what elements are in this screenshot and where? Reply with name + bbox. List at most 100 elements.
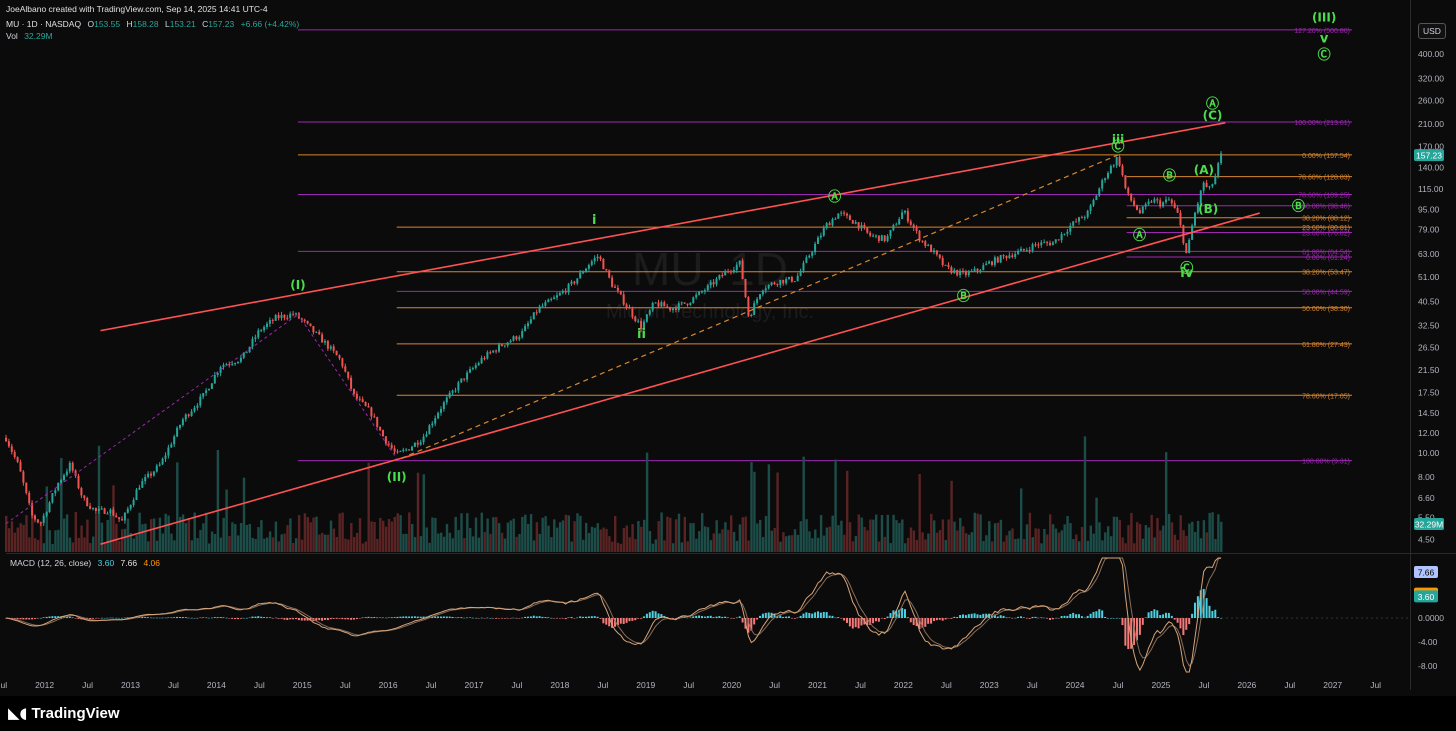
macd-histogram-bar [521,617,524,619]
candle-body [329,346,332,349]
wave-label: Ⓑ [1292,199,1305,215]
macd-histogram-bar [912,618,915,626]
macd-histogram-bar [416,616,419,618]
macd-histogram-bar [692,616,695,618]
time-axis-label: 2027 [1323,680,1342,690]
macd-histogram-bar [19,618,22,620]
candle-body [437,412,440,419]
volume-bar [10,521,14,552]
candle-body [1208,186,1211,188]
candle-body [677,303,680,311]
volume-bar [1086,540,1090,552]
tradingview-logo[interactable]: ◣◖ TradingView [8,704,120,722]
fib-level-label: 50.00% (44.59) [1302,289,1350,296]
candle-body [1193,212,1196,226]
currency-button[interactable]: USD [1418,23,1446,39]
volume-bar [396,513,399,552]
macd-histogram-bar [732,618,735,619]
candle-body [869,232,872,236]
macd-histogram-bar [625,618,628,623]
symbol-header[interactable]: MU · 1D · NASDAQ O153.55 H158.28 L153.21… [6,19,303,29]
macd-histogram-bar [231,618,234,619]
candle-body [773,282,776,285]
macd-histogram-bar [120,617,123,619]
volume-bar [561,520,565,552]
volume-header[interactable]: Vol 32.29M [6,31,57,41]
macd-histogram-bar [895,610,898,618]
macd-histogram-bar [999,615,1002,618]
candle-body [935,250,938,255]
macd-histogram-bar [396,616,399,618]
candle-body [1173,203,1176,208]
wave-label: (A) [1194,163,1214,177]
volume-bar [576,513,579,552]
price-axis-label: 140.00 [1418,163,1444,173]
volume-bar [181,514,185,552]
macd-histogram-bar [901,608,904,618]
volume-bar [660,512,663,552]
volume-bar [895,520,898,552]
macd-histogram-bar [442,616,445,618]
candle-body [553,297,556,300]
candle-body [33,515,36,520]
volume-bar [451,538,454,552]
volume-bar [379,517,382,552]
candle-body [10,446,13,452]
volume-bar [967,534,971,552]
volume-bar [210,531,214,552]
macd-histogram-bar [1138,618,1141,635]
time-axis-label: Jul [1113,680,1124,690]
macd-header[interactable]: MACD (12, 26, close) 3.60 7.66 4.06 [10,558,164,568]
volume-bar [1124,543,1127,552]
macd-histogram-bar [323,618,326,620]
volume-bar [1220,521,1223,552]
candle-body [924,241,927,246]
macd-histogram-bar [94,618,97,619]
candle-body [735,264,738,270]
candle-body [558,293,561,296]
candle-body [97,508,100,511]
macd-histogram-bar [596,616,599,618]
symbol-text: MU · 1D · NASDAQ [6,19,82,29]
volume-bar [906,537,910,552]
candle-body [1005,255,1008,258]
macd-histogram-bar [1121,618,1124,626]
candle-body [886,236,889,242]
volume-bar [268,531,272,552]
volume-bar [990,541,994,552]
macd-histogram-bar [379,617,382,618]
macd-histogram-bar [367,616,370,618]
volume-bar [25,515,28,552]
macd-histogram-bar [463,617,466,619]
candle-body [193,407,196,412]
candle-body [86,498,89,507]
candle-body [1011,255,1014,257]
volume-bar [1040,543,1043,552]
volume-bar [271,537,275,552]
volume-bar [764,516,768,552]
candle-body [77,475,80,489]
macd-histogram-bar [1112,618,1115,619]
volume-bar [715,520,718,552]
macd-histogram-bar [1083,617,1086,619]
macd-histogram-bar [335,618,338,619]
time-axis-label: Jul [855,680,866,690]
macd-histogram-bar [277,618,280,619]
volume-bar [1115,516,1119,552]
candle-body [640,320,643,329]
macd-histogram-bar [1063,615,1066,618]
time-axis: Jul 2012 Jul 2013 Jul 2014 Jul 2015 Jul 2016 Jul 20… [0,680,1381,690]
macd-histogram-bar [935,618,938,621]
candle-body [1025,249,1028,251]
candle-body [921,240,924,242]
macd-histogram-bar [518,618,521,619]
macd-histogram-bar [1106,618,1109,619]
candle-body [816,237,819,244]
macd-histogram-bar [1048,618,1051,620]
volume-bar [880,515,884,552]
macd-histogram-bar [698,615,701,618]
macd-histogram-bar [413,616,416,618]
volume-bar [584,522,588,552]
macd-histogram-bar [532,615,535,618]
